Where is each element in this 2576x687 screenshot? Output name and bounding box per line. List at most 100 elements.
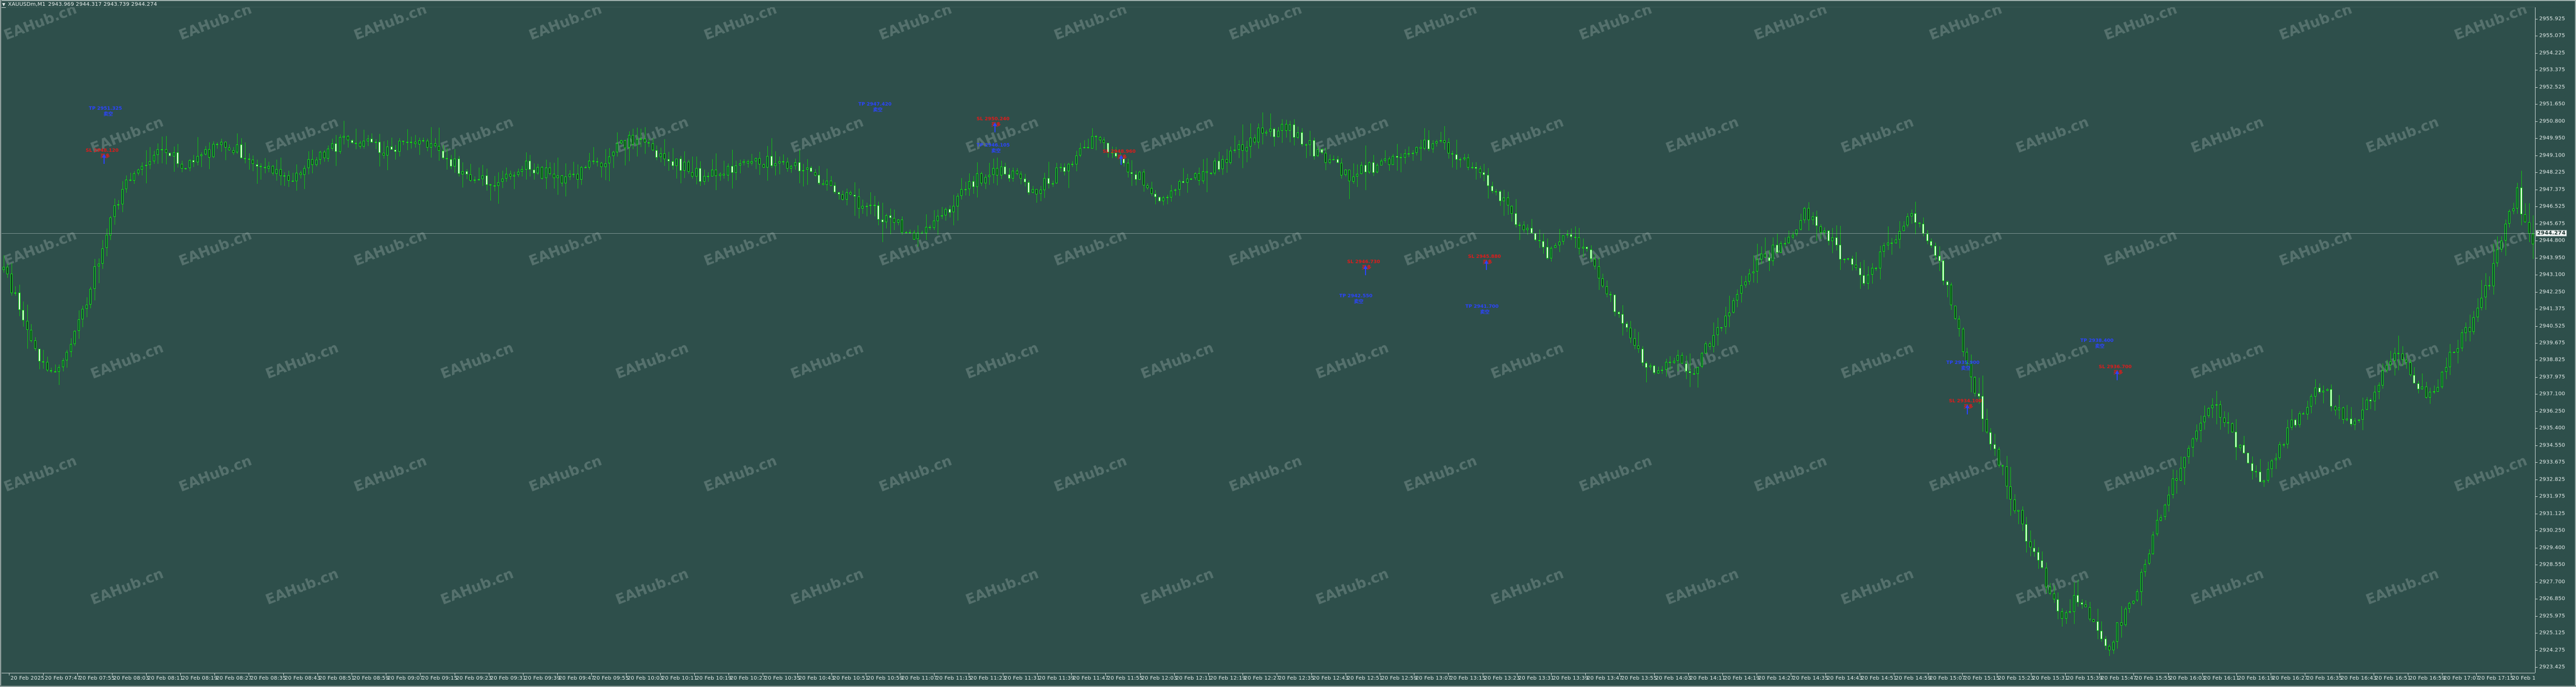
candle-body — [1226, 159, 1228, 163]
candle-body — [497, 182, 499, 186]
candle-body — [2243, 445, 2245, 453]
candle-wick — [415, 135, 416, 148]
candle-body — [960, 189, 962, 196]
candle-body — [2520, 188, 2522, 214]
time-tick-label: 20 Feb 09:47 — [559, 675, 595, 681]
candle-body — [1542, 241, 1544, 247]
candle-body — [2532, 234, 2534, 244]
candle-body — [1048, 178, 1050, 184]
time-tick — [1071, 673, 1072, 675]
candle-body — [2267, 469, 2269, 481]
candle-wick — [498, 172, 499, 204]
price-scale[interactable]: 2955.925 2955.075 2954.225 2953.375 2952.525… — [2535, 7, 2575, 673]
candle-body — [70, 344, 72, 352]
candle-body — [802, 170, 804, 171]
candle-wick — [2121, 606, 2122, 638]
price-tick-label: 2931.975 — [2539, 493, 2565, 499]
candle-body — [1372, 162, 1374, 173]
buy-arrow-up-icon — [993, 122, 997, 126]
candle-wick — [2489, 276, 2490, 290]
candle-body — [1867, 275, 1869, 284]
time-scale[interactable]: 20 Feb 2025 20 Feb 07:47 20 Feb 07:55 20 Fe… — [2, 673, 2548, 685]
candle-body — [461, 171, 464, 174]
candle-body — [655, 150, 658, 158]
chart-shift-handle[interactable] — [2, 7, 6, 8]
price-tick-label: 2955.075 — [2539, 33, 2565, 39]
time-tick — [1140, 673, 1141, 675]
candle-body — [1566, 234, 1568, 235]
candle-wick — [2525, 203, 2526, 223]
time-tick-label: 20 Feb 15:39 — [2067, 675, 2103, 681]
candle-wick — [201, 152, 202, 167]
candle-body — [2409, 362, 2411, 375]
time-tick-label: 20 Feb 10:19 — [696, 675, 732, 681]
candle-body — [1404, 153, 1406, 158]
sell-signal-label: 卖空 — [104, 112, 114, 117]
candle-wick — [882, 203, 883, 242]
candle-body — [2116, 622, 2118, 642]
candle-body — [204, 149, 207, 154]
candle-body — [2279, 444, 2281, 458]
candle-body — [1903, 226, 1905, 231]
candle-body — [763, 164, 765, 168]
candle-body — [442, 151, 444, 158]
time-tick — [2236, 673, 2237, 675]
candle-body — [2302, 413, 2304, 414]
candle-body — [1158, 197, 1161, 201]
candle-body — [177, 152, 179, 164]
candle-wick — [2212, 398, 2213, 418]
candle-body — [2144, 564, 2146, 572]
price-tick — [2536, 292, 2538, 293]
candle-body — [2061, 611, 2063, 619]
candle-body — [1376, 165, 1378, 172]
candle-wick — [1844, 258, 1845, 263]
candle-body — [1586, 247, 1588, 249]
signal-arrow-stem — [1967, 407, 1968, 414]
candle-body — [137, 170, 139, 173]
time-tick — [1962, 673, 1963, 675]
candle-body — [1728, 313, 1730, 316]
candle-body — [1637, 346, 1639, 349]
candle-wick — [1765, 237, 1766, 258]
price-tick-label: 2929.400 — [2539, 545, 2565, 551]
candle-body — [561, 175, 563, 183]
candle-wick — [2184, 457, 2185, 485]
candle-body — [1978, 393, 1980, 397]
candle-body — [2175, 478, 2178, 481]
candle-wick — [1947, 280, 1948, 297]
price-tick-label: 2948.225 — [2539, 169, 2565, 175]
candle-body — [1297, 132, 1299, 138]
candle-wick — [1088, 139, 1089, 149]
time-tick-label: 20 Feb 15:07 — [1930, 675, 1966, 681]
chevron-down-icon[interactable]: ▼ — [2, 2, 6, 7]
take-profit-label: TP 2935.900 — [1946, 360, 1980, 366]
time-tick — [557, 673, 558, 675]
candle-body — [1384, 159, 1386, 161]
candle-body — [747, 161, 749, 163]
candle-body — [1839, 245, 1841, 259]
candle-body — [2125, 609, 2127, 625]
candle-body — [2200, 423, 2202, 431]
candle-wick — [2390, 351, 2391, 370]
candle-body — [814, 172, 816, 175]
candle-body — [391, 147, 393, 150]
time-tick — [317, 673, 318, 675]
candle-wick — [1333, 155, 1334, 160]
candle-body — [881, 220, 884, 222]
time-tick-label: 20 Feb 08:19 — [182, 675, 218, 681]
time-tick-label: 20 Feb 17:15 — [2478, 675, 2514, 681]
candle-wick — [708, 172, 709, 182]
candle-body — [1432, 143, 1434, 149]
chart-plot-area[interactable]: EAHub.cn EAHub.cn EAHub.cn EAHub.cn EAHub.cn… — [2, 7, 2535, 673]
signal-arrow-stem — [1121, 158, 1122, 165]
time-tick-label: 20 Feb 12:19 — [1210, 675, 1246, 681]
candle-body — [1052, 183, 1054, 184]
candle-body — [739, 163, 741, 165]
candle-body — [3, 267, 5, 270]
candle-body — [406, 142, 408, 143]
price-tick — [2536, 53, 2538, 54]
price-tick-label: 2930.250 — [2539, 527, 2565, 534]
candle-body — [1075, 155, 1077, 164]
candle-body — [1677, 355, 1679, 361]
